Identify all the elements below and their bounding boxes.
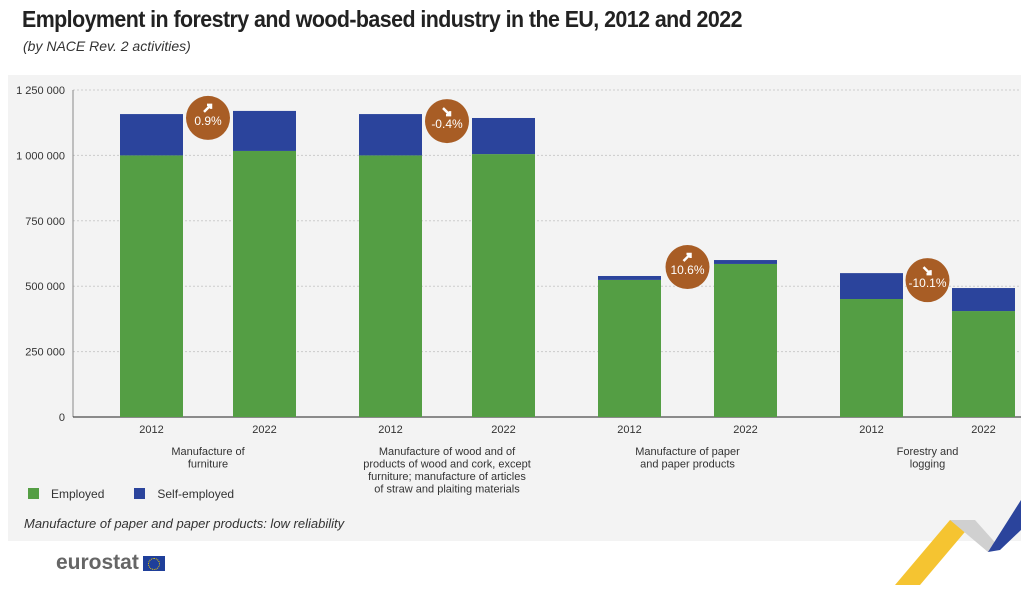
bar-employed xyxy=(952,311,1015,417)
x-tick-label: 2012 xyxy=(617,424,641,436)
category-label: Manufacture of wood and of xyxy=(379,446,516,458)
category-label: products of wood and cork, except xyxy=(363,459,531,471)
legend-swatch-self-employed xyxy=(134,488,146,499)
y-tick-label: 750 000 xyxy=(25,216,65,228)
arrow-up-right-icon xyxy=(203,103,213,113)
x-tick-label: 2022 xyxy=(491,424,515,436)
eu-flag-icon xyxy=(142,555,165,571)
legend-label: Employed xyxy=(51,487,105,501)
bar-self-employed xyxy=(359,114,422,156)
arrow-down-right-icon xyxy=(442,107,452,117)
bar-self-employed xyxy=(714,260,777,264)
category-label: Forestry and xyxy=(897,446,959,458)
legend-label: Self-employed xyxy=(157,487,235,501)
category-label: Manufacture of paper xyxy=(635,446,740,458)
change-badge xyxy=(186,95,230,140)
legend-self-employed: Self-employed xyxy=(134,487,234,501)
reliability-note: Manufacture of paper and paper products:… xyxy=(24,516,345,531)
arrow-down-right-icon xyxy=(922,266,932,276)
bar-employed xyxy=(714,263,777,417)
bar-self-employed xyxy=(120,114,183,156)
change-label: 0.9% xyxy=(194,114,222,128)
y-tick-label: 500 000 xyxy=(25,281,65,293)
chart-title: Employment in forestry and wood-based in… xyxy=(22,6,742,32)
category-label: and paper products xyxy=(640,459,735,471)
x-tick-label: 2022 xyxy=(733,424,757,436)
bar-employed xyxy=(233,150,296,417)
y-tick-label: 1 250 000 xyxy=(16,85,65,97)
bar-self-employed xyxy=(598,275,661,280)
x-tick-label: 2012 xyxy=(859,424,883,436)
change-badge xyxy=(905,258,950,303)
y-tick-label: 0 xyxy=(59,412,65,424)
legend-employed: Employed xyxy=(28,487,104,501)
x-tick-label: 2022 xyxy=(971,424,995,436)
legend-swatch-employed xyxy=(28,488,39,499)
bar-employed xyxy=(359,155,422,417)
y-tick-label: 250 000 xyxy=(25,347,65,359)
logo-text: eurostat xyxy=(56,551,139,574)
bar-self-employed xyxy=(952,288,1015,312)
bar-self-employed xyxy=(233,110,296,151)
bar-employed xyxy=(472,154,535,418)
x-tick-label: 2012 xyxy=(139,424,163,436)
category-label: furniture; manufacture of articles xyxy=(368,471,526,483)
arrow-up-right-icon xyxy=(682,252,692,262)
category-label: furniture xyxy=(188,459,228,471)
bar-self-employed xyxy=(840,273,903,300)
bar-employed xyxy=(598,279,661,417)
change-label: 10.6% xyxy=(670,263,704,277)
change-label: -10.1% xyxy=(908,276,946,290)
category-label: logging xyxy=(910,459,945,471)
change-label: -0.4% xyxy=(431,117,463,131)
bar-self-employed xyxy=(472,117,535,155)
x-tick-label: 2022 xyxy=(252,424,276,436)
change-badge xyxy=(425,99,469,144)
change-badge xyxy=(665,245,710,290)
eurostat-logo: eurostat xyxy=(56,551,165,575)
y-tick-label: 1 000 000 xyxy=(16,150,65,162)
category-label: Manufacture of xyxy=(171,446,245,458)
category-label: of straw and plaiting materials xyxy=(374,484,520,496)
chart-subtitle: (by NACE Rev. 2 activities) xyxy=(23,38,191,54)
bar-employed xyxy=(120,155,183,417)
legend: Employed Self-employed xyxy=(28,487,234,501)
x-tick-label: 2012 xyxy=(378,424,402,436)
bar-employed xyxy=(840,299,903,417)
